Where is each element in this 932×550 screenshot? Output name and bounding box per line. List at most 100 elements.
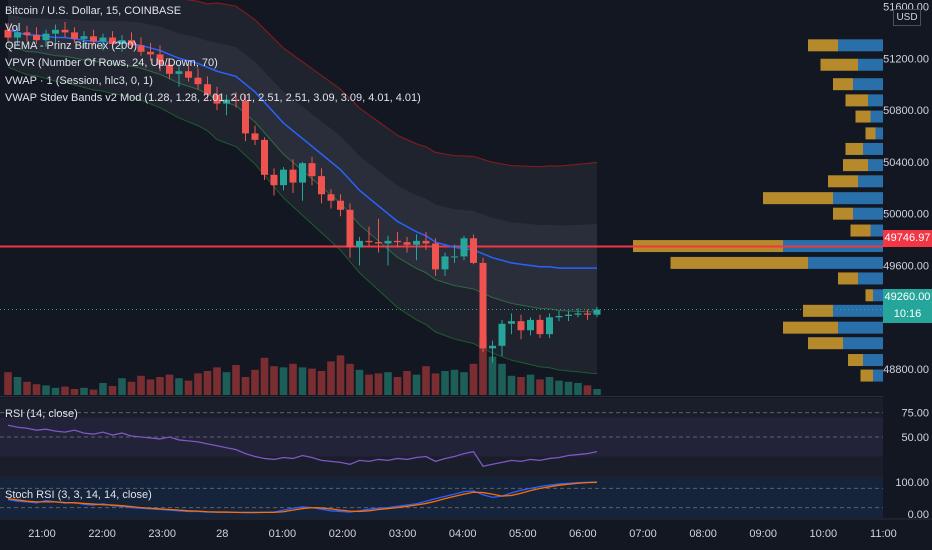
- volume-bar: [137, 375, 145, 395]
- candle-body: [90, 36, 97, 42]
- volume-bar: [289, 363, 297, 395]
- price-tick-label: 49600.00: [883, 260, 929, 272]
- vpvr-down-bar: [865, 127, 876, 140]
- stoch-rsi-pane-label[interactable]: Stoch RSI (3, 3, 14, 14, close): [5, 489, 152, 501]
- candle-body: [109, 37, 116, 45]
- candle-body: [242, 101, 249, 134]
- candle-body: [232, 99, 240, 102]
- vpvr-down-bar: [843, 159, 868, 172]
- candle-body: [299, 163, 306, 183]
- volume-bar: [279, 367, 288, 395]
- volume-bar: [593, 389, 601, 395]
- time-tick-label: 02:00: [329, 528, 357, 540]
- candle-body: [574, 313, 582, 315]
- candle-body: [52, 29, 59, 34]
- volume-bar: [127, 381, 136, 395]
- volume-bar: [488, 356, 497, 395]
- candle-body: [365, 240, 373, 243]
- time-tick-label: 01:00: [269, 528, 297, 540]
- volume-bar: [365, 374, 373, 395]
- volume-bar: [4, 372, 12, 395]
- legend-vwap-bands[interactable]: VWAP Stdev Bands v2 Mod (1.28, 1.28, 2.0…: [5, 91, 421, 104]
- volume-bar: [194, 373, 202, 395]
- volume-bar: [118, 378, 126, 395]
- stoch-d-line: [7, 481, 598, 514]
- volume-bar: [574, 383, 582, 395]
- volume-bar: [232, 365, 240, 395]
- volume-bar: [80, 387, 88, 395]
- volume-bar: [156, 377, 164, 395]
- vpvr-up-bar: [870, 110, 883, 123]
- vpvr-up-bar: [873, 289, 883, 302]
- price-tick-label: 50000.00: [883, 209, 929, 221]
- candle-body: [327, 194, 335, 201]
- legend-qema[interactable]: QEMA - Prinz Bitmex (200): [5, 39, 138, 52]
- vpvr-up-bar: [870, 224, 883, 237]
- candle-body: [384, 240, 392, 244]
- volume-bar: [108, 386, 117, 395]
- vpvr-up-bar: [868, 159, 883, 172]
- candle-body: [460, 238, 468, 257]
- candle-body: [289, 169, 297, 183]
- stoch-tick-label: 100.00: [895, 477, 929, 489]
- volume-bar: [412, 374, 421, 395]
- legend-vol[interactable]: Vol: [5, 22, 21, 35]
- candle-body: [584, 313, 591, 315]
- candle-body: [318, 176, 325, 195]
- candle-body: [33, 34, 40, 41]
- volume-bar: [32, 384, 41, 395]
- candle-body: [489, 345, 496, 349]
- candle-body: [470, 238, 477, 263]
- time-tick-label: 09:00: [749, 528, 777, 540]
- vpvr-up-bar: [873, 369, 883, 382]
- legend-vwap[interactable]: VWAP · 1 (Session, hlc3, 0, 1): [5, 74, 153, 87]
- candle-body: [147, 51, 154, 55]
- volume-bar: [507, 375, 516, 395]
- currency-badge[interactable]: USD: [893, 9, 921, 26]
- vpvr-up-bar: [863, 142, 883, 155]
- vpvr-up-bar: [863, 354, 883, 367]
- vpvr-up-bar: [853, 207, 883, 220]
- vpvr-up-bar: [808, 256, 883, 269]
- volume-bar: [422, 366, 430, 395]
- candle-body: [280, 169, 287, 186]
- last-price-tag: 49260.00: [883, 289, 932, 306]
- vpvr-down-bar: [845, 94, 868, 107]
- legend-vpvr[interactable]: VPVR (Number Of Rows, 24, Up/Down, 70): [5, 57, 218, 70]
- candle-body: [175, 71, 183, 74]
- volume-bar: [555, 380, 563, 395]
- vpvr-profile: [633, 39, 883, 382]
- candle-body: [14, 32, 21, 38]
- volume-bar: [270, 366, 278, 395]
- volume-bar: [203, 371, 212, 395]
- candle-body: [375, 242, 382, 244]
- candle-body: [118, 40, 126, 45]
- volume-bar: [536, 379, 544, 395]
- volume-bar: [526, 374, 535, 395]
- candle-body: [128, 40, 135, 46]
- volume-bar: [403, 371, 411, 395]
- volume-bar: [479, 337, 487, 395]
- candle-body: [194, 77, 202, 85]
- volume-bar: [146, 379, 155, 395]
- candle-body: [517, 321, 525, 331]
- candle-body: [527, 319, 534, 331]
- rsi-pane: 75.00 50.00: [0, 398, 929, 476]
- legend-symbol[interactable]: Bitcoin / U.S. Dollar, 15, COINBASE: [5, 5, 182, 17]
- candle-body: [156, 54, 164, 65]
- rsi-pane-label[interactable]: RSI (14, close): [5, 408, 78, 420]
- volume-bar: [498, 363, 506, 395]
- stoch-rsi-pane: 100.00 0.00: [0, 477, 929, 521]
- vpvr-down-bar: [803, 304, 833, 317]
- vwap-band-lower-line: [7, 66, 598, 375]
- price-tick-label: 48800.00: [883, 364, 929, 376]
- volume-bar: [23, 381, 31, 395]
- volume-bar: [175, 378, 183, 395]
- candle-body: [270, 174, 278, 186]
- volume-bar: [441, 371, 449, 395]
- volume-bar: [431, 373, 440, 395]
- candle-body: [451, 256, 458, 258]
- time-tick-label: 05:00: [509, 528, 537, 540]
